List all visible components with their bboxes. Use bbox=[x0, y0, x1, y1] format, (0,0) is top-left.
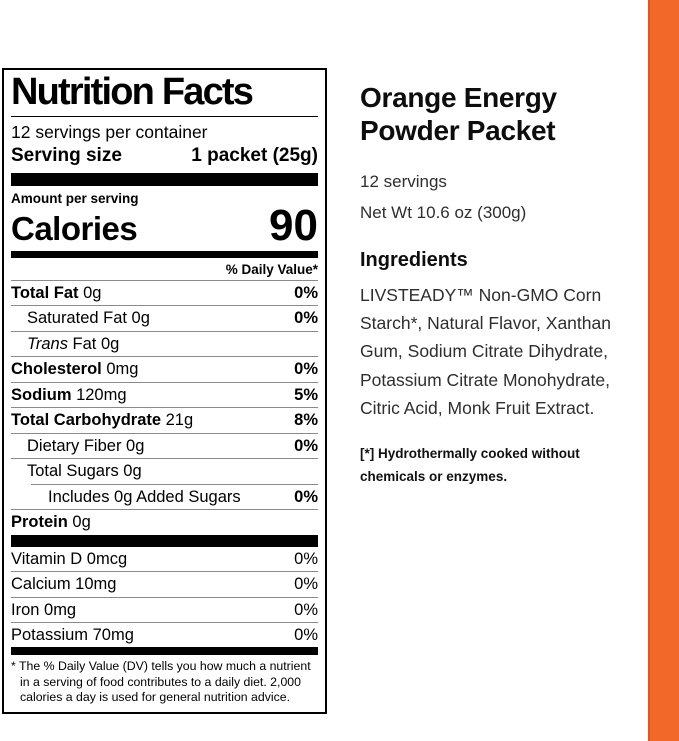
dv-value: 0% bbox=[294, 600, 318, 619]
dv-value: 0% bbox=[294, 549, 318, 568]
medium-divider bbox=[11, 647, 318, 656]
calories-row: Calories 90 bbox=[11, 200, 318, 251]
product-info-column: Orange Energy Powder Packet 12 servings … bbox=[360, 82, 645, 489]
ingredients-text: LIVSTEADY™ Non-GMO Corn Starch*, Natural… bbox=[360, 284, 611, 418]
nutrient-row-dietary-fiber: Dietary Fiber 0g 0% bbox=[11, 432, 318, 458]
daily-value-footnote: * The % Daily Value (DV) tells you how m… bbox=[11, 659, 311, 704]
dv-value: 0% bbox=[294, 575, 318, 594]
serving-size-label: Serving size bbox=[11, 144, 122, 166]
ingredients-heading: Ingredients bbox=[360, 248, 468, 271]
serving-size-value: 1 packet (25g) bbox=[191, 144, 318, 166]
thick-divider bbox=[11, 172, 318, 186]
dv-value: 0% bbox=[294, 625, 318, 644]
calories-value: 90 bbox=[269, 200, 318, 250]
nutrient-row-sodium: Sodium 120mg 5% bbox=[11, 381, 318, 407]
product-servings: 12 servings bbox=[360, 171, 447, 191]
nutrient-row-total-sugars: Total Sugars 0g bbox=[11, 458, 318, 483]
vitamin-row-calcium: Calcium 10mg 0% bbox=[11, 571, 318, 596]
nutrient-row-saturated-fat: Saturated Fat 0g 0% bbox=[11, 305, 318, 330]
calories-label: Calories bbox=[11, 209, 138, 247]
product-title: Orange Energy Powder Packet bbox=[360, 82, 557, 146]
medium-divider bbox=[11, 250, 318, 258]
dv-value: 0% bbox=[294, 436, 318, 455]
thick-divider bbox=[11, 534, 318, 547]
accent-bar bbox=[648, 0, 679, 741]
serving-size-row: Serving size 1 packet (25g) bbox=[11, 143, 318, 173]
nutrient-row-trans-fat: Trans Fat 0g bbox=[11, 330, 318, 356]
dv-value: 0% bbox=[294, 487, 318, 506]
nutrient-row-protein: Protein 0g bbox=[11, 509, 318, 534]
amount-per-serving-label: Amount per serving bbox=[11, 190, 139, 206]
servings-per-container: 12 servings per container bbox=[11, 121, 208, 142]
nutrition-facts-title: Nutrition Facts bbox=[11, 72, 318, 117]
ingredients-footnote: [*] Hydrothermally cooked without chemic… bbox=[360, 446, 580, 485]
dv-value: 0% bbox=[294, 360, 318, 379]
daily-value-header: % Daily Value* bbox=[225, 261, 318, 277]
dv-value: 8% bbox=[294, 411, 318, 430]
dv-value: 0% bbox=[294, 283, 318, 302]
nutrient-row-total-carbohydrate: Total Carbohydrate 21g 8% bbox=[11, 407, 318, 432]
nutrient-row-cholesterol: Cholesterol 0mg 0% bbox=[11, 356, 318, 381]
nutrient-row-added-sugars: Includes 0g Added Sugars 0% bbox=[31, 483, 318, 509]
dv-value: 5% bbox=[294, 385, 318, 404]
product-net-weight: Net Wt 10.6 oz (300g) bbox=[360, 202, 527, 222]
nutrient-row-total-fat: Total Fat 0g 0% bbox=[11, 279, 318, 305]
dv-value: 0% bbox=[294, 309, 318, 328]
nutrition-facts-panel: Nutrition Facts 12 servings per containe… bbox=[2, 68, 327, 715]
vitamin-row-iron: Iron 0mg 0% bbox=[11, 596, 318, 622]
vitamin-row-potassium: Potassium 70mg 0% bbox=[11, 621, 318, 647]
vitamin-row-vitamin-d: Vitamin D 0mcg 0% bbox=[11, 549, 318, 568]
footnote-marker: * bbox=[11, 659, 16, 674]
